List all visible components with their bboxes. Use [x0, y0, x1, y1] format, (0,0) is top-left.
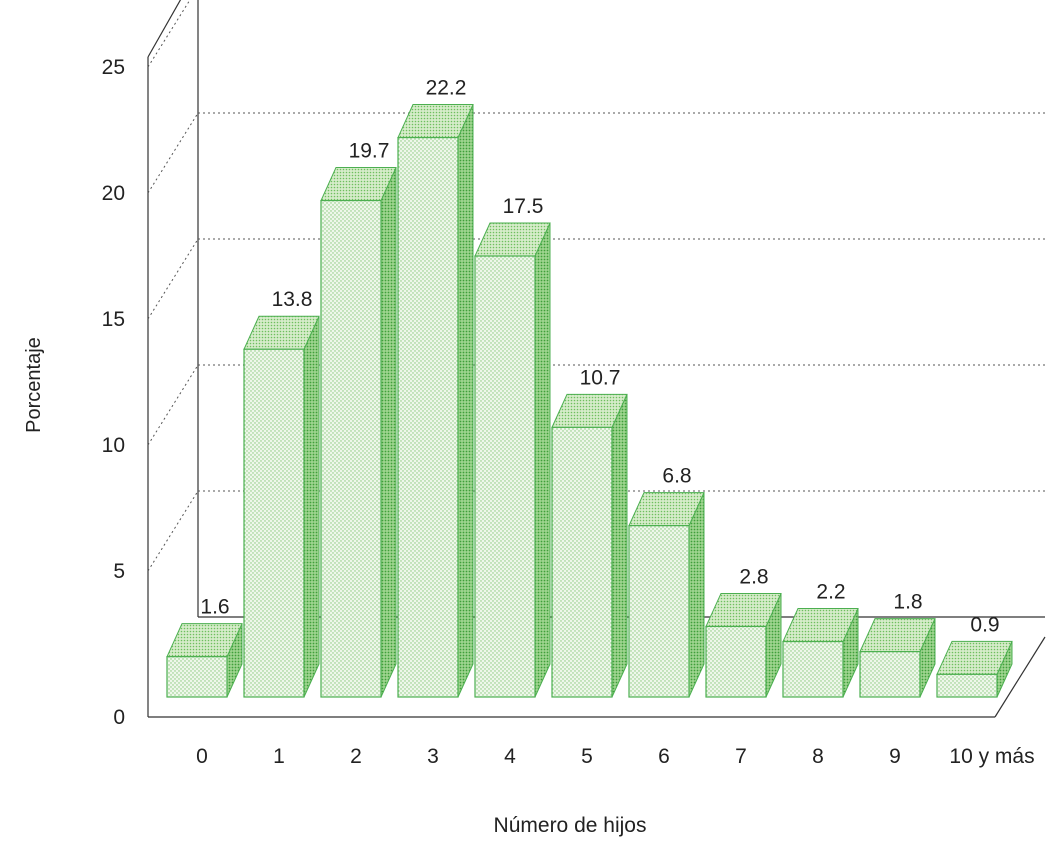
bar-0: [166, 623, 243, 698]
y-tick-label: 5: [113, 560, 125, 583]
value-label: 13.8: [272, 288, 313, 311]
bar-side: [380, 167, 397, 698]
bar-front: [936, 673, 998, 698]
gridline-side-5: [147, 0, 191, 68]
bar-1: [243, 315, 320, 698]
bar-7: [705, 592, 782, 698]
gridline-side-4: [147, 112, 199, 194]
value-label: 22.2: [426, 77, 467, 100]
bar-front: [859, 651, 921, 698]
x-axis-label: Número de hijos: [494, 814, 647, 837]
y-tick-label: 20: [102, 182, 125, 205]
bar-side: [688, 492, 705, 698]
bar-4: [474, 222, 551, 698]
bar-5: [551, 393, 628, 698]
bar-front: [551, 426, 613, 698]
gridline-side-2: [147, 364, 199, 446]
bar-10 y más: [936, 640, 1013, 698]
y-tick-label: 0: [113, 706, 125, 729]
gridline-side-1: [147, 490, 199, 572]
value-label: 2.2: [816, 581, 845, 604]
bar-front: [166, 656, 228, 698]
value-label: 1.8: [893, 591, 922, 614]
bar-side: [303, 316, 320, 698]
bar-side: [457, 104, 474, 698]
x-tick-label: 3: [427, 745, 439, 768]
y-tick-label: 10: [102, 434, 125, 457]
bar-front: [628, 525, 690, 698]
value-label: 1.6: [200, 596, 229, 619]
bar-side: [611, 394, 628, 698]
bar-front: [782, 640, 844, 698]
x-tick-label: 6: [658, 745, 670, 768]
bar-front: [320, 199, 382, 698]
bar-front: [705, 625, 767, 698]
x-tick-label: 10 y más: [949, 745, 1034, 768]
bar-front: [397, 136, 459, 698]
x-tick-label: 0: [196, 745, 208, 768]
y-axis-label: Porcentaje: [23, 337, 45, 433]
x-tick-label: 1: [273, 745, 285, 768]
value-labels: 1.6 13.8 19.7 22.2 17.5 10.7 6.8 2.8 2.2 1.8 0.9: [200, 77, 999, 637]
bars: [166, 104, 1013, 698]
value-label: 17.5: [503, 195, 544, 218]
x-tick-labels: 0 1 2 3 4 5 6 7 8 9 10 y más: [196, 745, 1034, 768]
y-tick-label: 15: [102, 308, 125, 331]
bar-8: [782, 608, 859, 698]
value-label: 6.8: [662, 465, 691, 488]
x-tick-label: 8: [812, 745, 824, 768]
bar-side: [534, 222, 551, 698]
bar-front: [474, 255, 536, 698]
gridline-side-3: [147, 238, 199, 320]
x-tick-label: 7: [735, 745, 747, 768]
bar-3: [397, 104, 474, 698]
x-tick-label: 5: [581, 745, 593, 768]
x-tick-label: 2: [350, 745, 362, 768]
x-tick-label: 9: [889, 745, 901, 768]
bar-6: [628, 492, 705, 698]
bar-front: [243, 348, 305, 698]
y-tick-label: 25: [102, 56, 125, 79]
bar-9: [859, 618, 936, 698]
value-label: 2.8: [739, 565, 768, 588]
x-tick-label: 4: [504, 745, 516, 768]
bar-2: [320, 167, 397, 698]
y-tick-labels: 0 5 10 15 20 25: [102, 56, 125, 729]
value-label: 10.7: [580, 366, 621, 389]
value-label: 19.7: [349, 140, 390, 163]
value-label: 0.9: [970, 613, 999, 636]
